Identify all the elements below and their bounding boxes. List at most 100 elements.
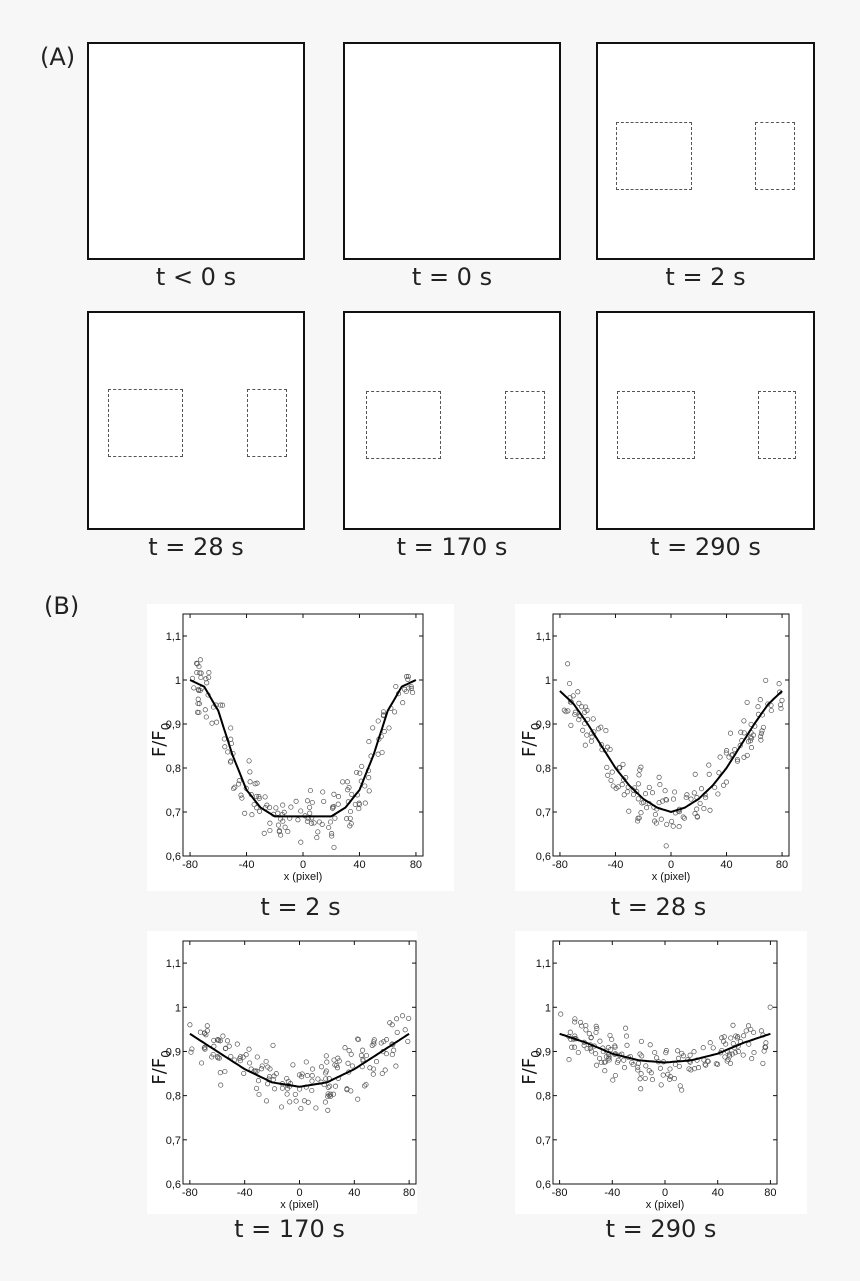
data-point <box>331 844 337 850</box>
data-point <box>621 1057 627 1063</box>
y-tick-label: 0,7 <box>536 1135 551 1147</box>
x-tick-label: -80 <box>552 859 568 871</box>
data-point <box>648 1070 654 1076</box>
y-axis-title-group: F/F0 <box>519 723 543 757</box>
y-tick-label: 0,6 <box>536 1179 551 1191</box>
data-point <box>327 1083 333 1089</box>
data-point <box>335 801 341 807</box>
data-point <box>323 1076 329 1082</box>
profile-chart-2: 0,60,70,80,911,1-80 -40 0 40 80x (pixel)F/F0 <box>519 613 790 883</box>
data-point <box>389 1052 395 1058</box>
y-tick-label: 1,1 <box>536 958 551 970</box>
roi-right <box>505 391 545 459</box>
data-point <box>635 1064 641 1070</box>
data-point <box>687 1052 693 1058</box>
data-point <box>375 718 381 724</box>
data-point <box>768 707 774 714</box>
data-point <box>197 657 203 663</box>
caption-plot-1: t = 2 s <box>260 893 341 921</box>
data-point <box>623 1033 630 1039</box>
data-point <box>767 1004 773 1010</box>
data-point <box>327 819 334 825</box>
data-point <box>279 1085 285 1091</box>
data-point <box>228 736 234 742</box>
data-point <box>194 661 200 667</box>
x-tick-label: 40 <box>348 1187 360 1199</box>
fit-curve <box>189 679 417 818</box>
data-point <box>345 1060 351 1066</box>
data-point <box>691 790 697 796</box>
data-point <box>638 810 644 816</box>
data-point <box>617 765 623 771</box>
data-point <box>619 782 625 788</box>
data-point <box>662 788 668 794</box>
data-point <box>581 1042 587 1048</box>
data-point <box>323 1053 329 1059</box>
y-tick-label: 1 <box>545 1002 551 1014</box>
data-point <box>249 812 255 818</box>
data-point <box>705 1058 711 1064</box>
data-point <box>405 673 411 680</box>
y-axis-title-group: F/F0 <box>149 1050 173 1084</box>
data-point <box>568 699 574 705</box>
data-point <box>275 822 281 828</box>
data-point <box>304 798 311 804</box>
data-point <box>584 732 590 738</box>
data-point <box>730 1022 736 1028</box>
data-point <box>636 815 642 821</box>
data-point <box>228 1053 234 1060</box>
data-point <box>311 820 317 826</box>
data-point <box>751 1029 757 1036</box>
data-point <box>584 1046 590 1052</box>
data-point <box>267 820 273 826</box>
data-point <box>366 775 372 781</box>
data-point <box>246 758 252 764</box>
data-point <box>405 1038 411 1044</box>
plot-axes-box <box>182 613 424 857</box>
data-point <box>635 1067 641 1073</box>
data-point <box>344 1086 350 1092</box>
data-point <box>726 754 732 760</box>
data-point <box>217 702 224 708</box>
data-point <box>280 818 286 824</box>
data-point <box>676 1063 682 1069</box>
data-point <box>290 1062 296 1068</box>
data-point <box>723 779 729 785</box>
data-point <box>723 1041 729 1047</box>
data-point <box>763 1040 769 1046</box>
data-point <box>238 792 244 798</box>
data-point <box>226 1043 232 1049</box>
data-point <box>189 1046 195 1052</box>
data-point <box>660 798 666 804</box>
data-point <box>211 1037 217 1043</box>
data-point <box>663 796 669 803</box>
data-point <box>349 1063 355 1069</box>
data-point <box>706 762 712 768</box>
data-point <box>383 1051 389 1057</box>
data-point <box>608 1047 614 1053</box>
fit-curve <box>189 1032 410 1088</box>
y-tick-label: 0,8 <box>536 1091 551 1103</box>
data-point <box>369 1042 375 1048</box>
data-point <box>187 1022 193 1028</box>
data-point <box>362 783 368 789</box>
data-point <box>196 701 202 707</box>
data-point <box>360 1057 366 1063</box>
data-point <box>222 1068 228 1075</box>
data-point <box>206 674 212 681</box>
roi-left <box>616 122 692 190</box>
data-point <box>191 685 197 691</box>
data-point <box>624 1042 630 1048</box>
data-point <box>614 1059 620 1066</box>
data-point <box>202 707 208 713</box>
data-point <box>732 746 738 753</box>
data-point <box>667 1066 673 1072</box>
data-point <box>298 808 304 814</box>
data-point <box>406 685 412 691</box>
data-point <box>567 1029 573 1035</box>
x-tick-label: 0 <box>296 1187 302 1199</box>
x-tick-label: 0 <box>662 1187 668 1199</box>
data-point <box>710 1045 716 1051</box>
data-point <box>715 791 721 797</box>
data-point <box>225 749 231 755</box>
